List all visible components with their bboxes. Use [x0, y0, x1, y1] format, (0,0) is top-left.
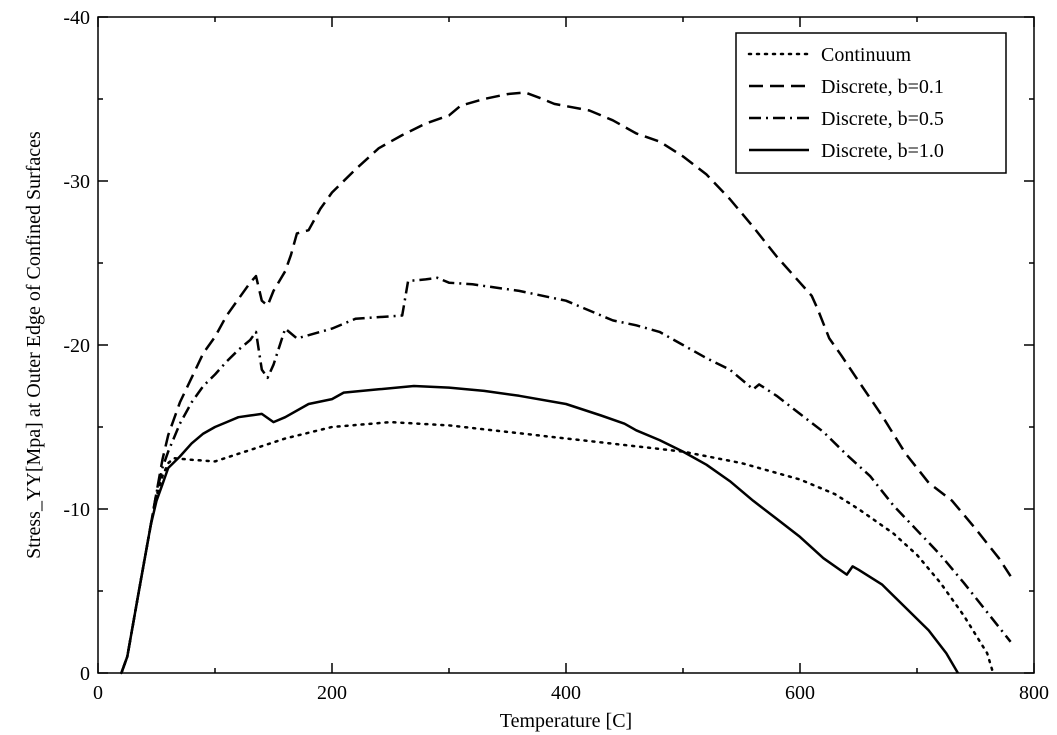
x-tick-label: 800 — [1019, 682, 1049, 704]
y-tick-label: -40 — [63, 7, 90, 29]
y-tick-label: -20 — [63, 335, 90, 357]
x-tick-label: 200 — [317, 682, 347, 704]
y-tick-label: 0 — [80, 663, 90, 685]
x-tick-label: 0 — [93, 682, 103, 704]
legend-label: Discrete, b=1.0 — [821, 140, 944, 162]
legend: Continuum Discrete, b=0.1 Discrete, b=0.5 D… — [735, 32, 1007, 174]
legend-label: Discrete, b=0.5 — [821, 108, 944, 130]
series-line-2 — [120, 91, 1012, 674]
x-tick-label: 600 — [785, 682, 815, 704]
plot-content — [120, 91, 1012, 675]
series-line-1 — [120, 420, 995, 675]
series-line-3 — [120, 276, 1012, 674]
legend-label: Discrete, b=0.1 — [821, 76, 944, 98]
legend-label: Continuum — [821, 44, 911, 66]
x-axis-label: Temperature [C] — [500, 710, 632, 732]
axis-ticks: 0 200 400 600 800 0 -10 -20 -30 -40 — [63, 7, 1049, 704]
x-tick-label: 400 — [551, 682, 581, 704]
series-line-4 — [120, 384, 959, 674]
y-tick-label: -10 — [63, 499, 90, 521]
y-axis-label: Stress_YY[Mpa] at Outer Edge of Confined… — [23, 131, 45, 559]
y-tick-label: -30 — [63, 171, 90, 193]
